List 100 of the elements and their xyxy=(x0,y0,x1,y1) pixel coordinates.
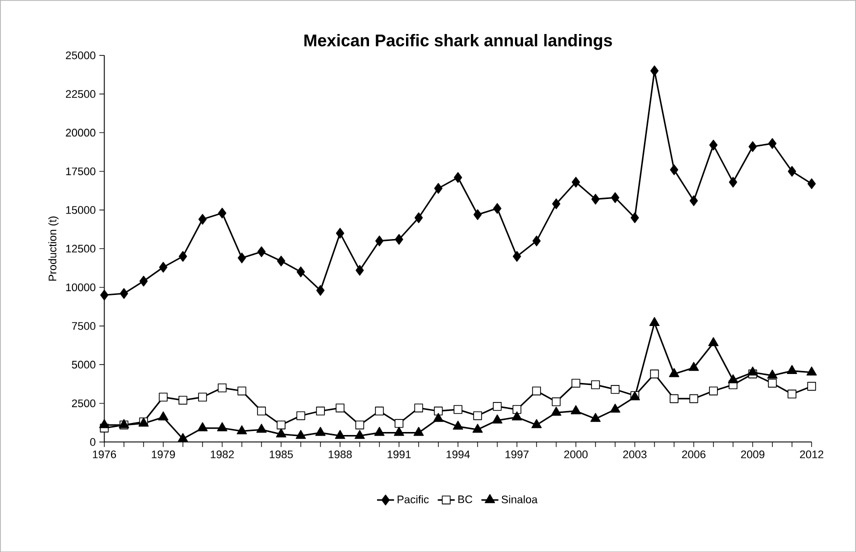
point xyxy=(572,176,580,188)
point xyxy=(375,406,384,416)
x-tick-label: 1985 xyxy=(270,450,293,458)
point xyxy=(197,422,208,432)
point xyxy=(375,235,384,246)
point xyxy=(159,262,168,272)
point xyxy=(257,246,266,257)
y-tick-label: 20000 xyxy=(66,128,96,136)
point xyxy=(414,426,424,436)
x-tick-label: 1997 xyxy=(506,450,529,458)
y-tick-label: 2500 xyxy=(72,399,96,408)
x-tick-label: 1988 xyxy=(328,450,352,458)
point xyxy=(570,405,582,414)
point xyxy=(728,374,738,384)
x-tick-label: 2003 xyxy=(623,450,646,458)
point xyxy=(276,420,286,430)
point xyxy=(767,369,778,378)
point xyxy=(492,402,502,411)
point xyxy=(414,403,424,412)
point xyxy=(296,411,306,420)
point xyxy=(768,138,776,149)
point xyxy=(316,284,325,296)
point xyxy=(670,164,678,176)
point xyxy=(708,336,719,346)
y-tick-label: 5000 xyxy=(72,360,96,368)
y-tick-label: 25000 xyxy=(66,51,96,60)
point xyxy=(591,380,600,390)
point xyxy=(512,250,522,262)
point xyxy=(473,411,482,420)
chart-title: Mexican Pacific shark annual landings xyxy=(304,34,612,50)
y-tick-label: 7500 xyxy=(72,322,96,330)
point xyxy=(100,290,108,300)
point xyxy=(690,195,698,206)
point xyxy=(532,386,541,396)
point xyxy=(492,414,502,424)
point xyxy=(808,178,816,189)
point xyxy=(256,424,267,433)
point xyxy=(454,172,462,183)
point xyxy=(198,214,207,225)
point xyxy=(414,212,423,223)
point xyxy=(99,418,110,428)
point xyxy=(531,418,542,428)
point xyxy=(334,430,346,439)
x-tick-label: 2012 xyxy=(800,450,824,458)
point xyxy=(139,276,148,286)
point xyxy=(807,382,816,391)
point xyxy=(394,426,404,436)
point xyxy=(670,394,678,403)
point xyxy=(610,403,620,413)
y-tick-label: 0 xyxy=(90,438,96,446)
point xyxy=(433,412,444,422)
legend-label: Pacific xyxy=(398,495,429,504)
point xyxy=(786,364,798,374)
x-tick-label: 1976 xyxy=(92,450,116,458)
point xyxy=(237,386,246,396)
point xyxy=(178,432,188,442)
point xyxy=(512,411,522,420)
x-tick-label: 2009 xyxy=(741,450,764,458)
point xyxy=(788,390,796,398)
point xyxy=(178,250,188,262)
point xyxy=(120,288,128,299)
point xyxy=(296,430,306,439)
point xyxy=(688,362,699,371)
point xyxy=(178,396,188,404)
point xyxy=(748,366,758,376)
point xyxy=(158,411,168,420)
point xyxy=(356,264,364,276)
point xyxy=(355,420,364,430)
x-tick-label: 2006 xyxy=(682,450,706,458)
point xyxy=(354,430,365,439)
point xyxy=(552,397,561,406)
x-tick-label: 1991 xyxy=(388,450,411,458)
point xyxy=(217,422,228,432)
point xyxy=(649,316,660,326)
point xyxy=(709,140,718,150)
point xyxy=(611,192,620,203)
point xyxy=(452,420,464,430)
point xyxy=(571,378,580,388)
point xyxy=(277,256,286,266)
x-tick-label: 1982 xyxy=(210,450,234,458)
point xyxy=(630,212,639,223)
point xyxy=(610,384,620,394)
point xyxy=(257,406,266,416)
y-tick-label: 12500 xyxy=(66,244,96,252)
point xyxy=(689,394,698,403)
point xyxy=(650,65,659,76)
point xyxy=(236,425,247,434)
point xyxy=(336,228,344,238)
point xyxy=(591,194,600,204)
point xyxy=(532,235,541,246)
point xyxy=(748,141,757,152)
point xyxy=(709,386,718,396)
point xyxy=(434,406,443,416)
y-axis-title: Production (t) xyxy=(48,216,59,280)
y-tick-label: 22500 xyxy=(66,90,96,98)
point xyxy=(374,426,385,436)
point xyxy=(788,166,796,177)
point xyxy=(668,368,680,377)
point xyxy=(394,234,404,245)
point xyxy=(552,198,560,210)
